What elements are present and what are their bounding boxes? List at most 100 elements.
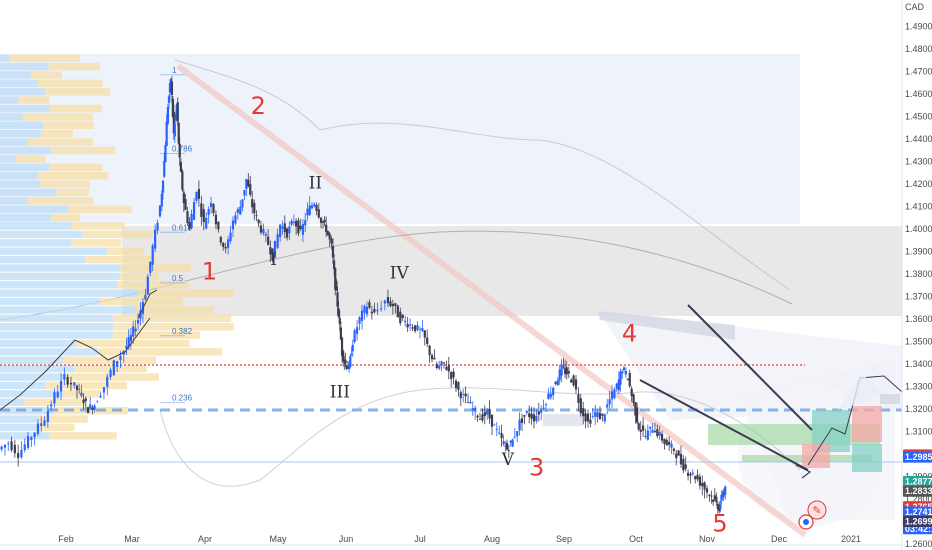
candle-body	[603, 414, 606, 422]
volume-bar-sell	[45, 88, 111, 96]
candle-body	[404, 320, 407, 323]
candle-body	[346, 366, 349, 369]
time-axis[interactable]: Feb Mar Apr May Jun Jul Aug Sep Oct Nov Dec 2021	[0, 534, 902, 546]
volume-bar-sell	[43, 121, 94, 130]
candle-body	[3, 444, 7, 448]
triangle-zone	[598, 311, 735, 340]
candle-body	[20, 449, 23, 458]
volume-bar-buy	[0, 281, 118, 289]
candle-body	[156, 222, 159, 231]
candle-body	[63, 374, 66, 380]
candle-body	[365, 306, 369, 315]
candle-body	[701, 482, 704, 487]
candle-body	[383, 300, 386, 304]
candle-body	[637, 423, 640, 430]
price-tick-label: 1.36000	[905, 314, 932, 324]
volume-bar-sell	[38, 415, 88, 423]
volume-bar-sell	[10, 54, 80, 62]
volume-bar-buy	[0, 88, 46, 96]
candle-body	[416, 325, 419, 330]
price-tick-label: 1.46000	[905, 89, 932, 99]
candle-body	[200, 203, 203, 217]
volume-bar-sell	[27, 138, 93, 146]
price-tick-label: 1.44000	[905, 134, 932, 144]
volume-bar-sell	[18, 96, 50, 104]
candle-body	[347, 364, 351, 370]
candle-body	[523, 415, 526, 417]
candle-body	[634, 402, 637, 416]
candle-body	[231, 220, 235, 230]
candle-body	[630, 388, 633, 397]
trend-drawings	[0, 289, 903, 479]
volume-bar-sell	[107, 247, 144, 255]
candle-body	[502, 441, 505, 445]
fib-level-label: 0.786	[172, 145, 193, 154]
candle-body	[255, 215, 258, 217]
candle-body	[338, 317, 341, 325]
candle-body	[457, 382, 460, 390]
candle-body	[646, 430, 649, 440]
candle-body	[445, 367, 448, 370]
candle-body	[689, 474, 692, 476]
candle-body	[626, 378, 629, 381]
volume-bar-sell	[30, 71, 62, 79]
volume-bar-sell	[82, 230, 153, 239]
candle-body	[331, 246, 335, 258]
candle-body	[273, 240, 277, 258]
candle-body	[227, 239, 230, 248]
candle-body	[373, 308, 376, 313]
volume-bar-sell	[50, 213, 80, 222]
time-tick-label: May	[269, 534, 287, 544]
us-flag-icon-center	[803, 519, 809, 525]
candle-body	[262, 229, 265, 234]
candle-body	[507, 450, 510, 451]
candle-body	[632, 394, 635, 403]
volume-bar-buy	[0, 188, 57, 197]
candle-body	[40, 423, 43, 426]
candle-body	[481, 414, 484, 421]
candle-body	[182, 192, 185, 204]
volume-bar-buy	[0, 356, 63, 364]
price-tick-label: 1.28000	[905, 494, 932, 504]
price-tick-label: 1.34000	[905, 359, 932, 369]
candle-body	[411, 327, 414, 329]
candle-body	[73, 382, 76, 386]
price-axis[interactable]: 1.49000 1.48000 1.47000 1.46000 1.45000 1.440…	[901, 0, 932, 550]
volume-bar-buy	[0, 432, 49, 440]
candle-body	[163, 160, 166, 177]
candle-body	[116, 361, 119, 367]
candle-body	[617, 379, 620, 391]
volume-bar-sell	[113, 323, 234, 331]
price-tick-label: 1.48000	[905, 44, 932, 54]
candle-body	[353, 330, 356, 343]
candle-body	[719, 504, 722, 510]
candle-body	[207, 209, 210, 215]
candlestick-series	[0, 76, 727, 514]
candle-body	[306, 208, 309, 216]
candle-body	[299, 225, 302, 230]
candle-body	[598, 412, 602, 420]
candle-body	[297, 220, 300, 234]
candle-body	[715, 496, 718, 503]
candle-body	[93, 405, 96, 410]
candle-body	[26, 436, 30, 448]
volume-bar-buy	[0, 146, 51, 155]
price-tick-label: 1.39000	[905, 246, 932, 256]
candle-body	[56, 391, 59, 398]
candle-body	[343, 359, 346, 362]
candle-body	[684, 464, 687, 469]
event-icons: ✎	[798, 500, 827, 530]
candle-body	[675, 453, 678, 459]
candle-body	[167, 96, 171, 104]
candle-body	[269, 247, 272, 255]
candle-body	[594, 412, 597, 417]
candle-body	[212, 204, 215, 214]
candle-body	[171, 98, 174, 117]
volume-bar-buy	[0, 138, 28, 146]
candle-body	[596, 412, 599, 418]
price-tag-box	[903, 516, 932, 528]
candle-body	[430, 355, 434, 360]
volume-bar-buy	[0, 222, 72, 230]
candle-body	[30, 437, 33, 440]
candle-body	[498, 432, 501, 434]
